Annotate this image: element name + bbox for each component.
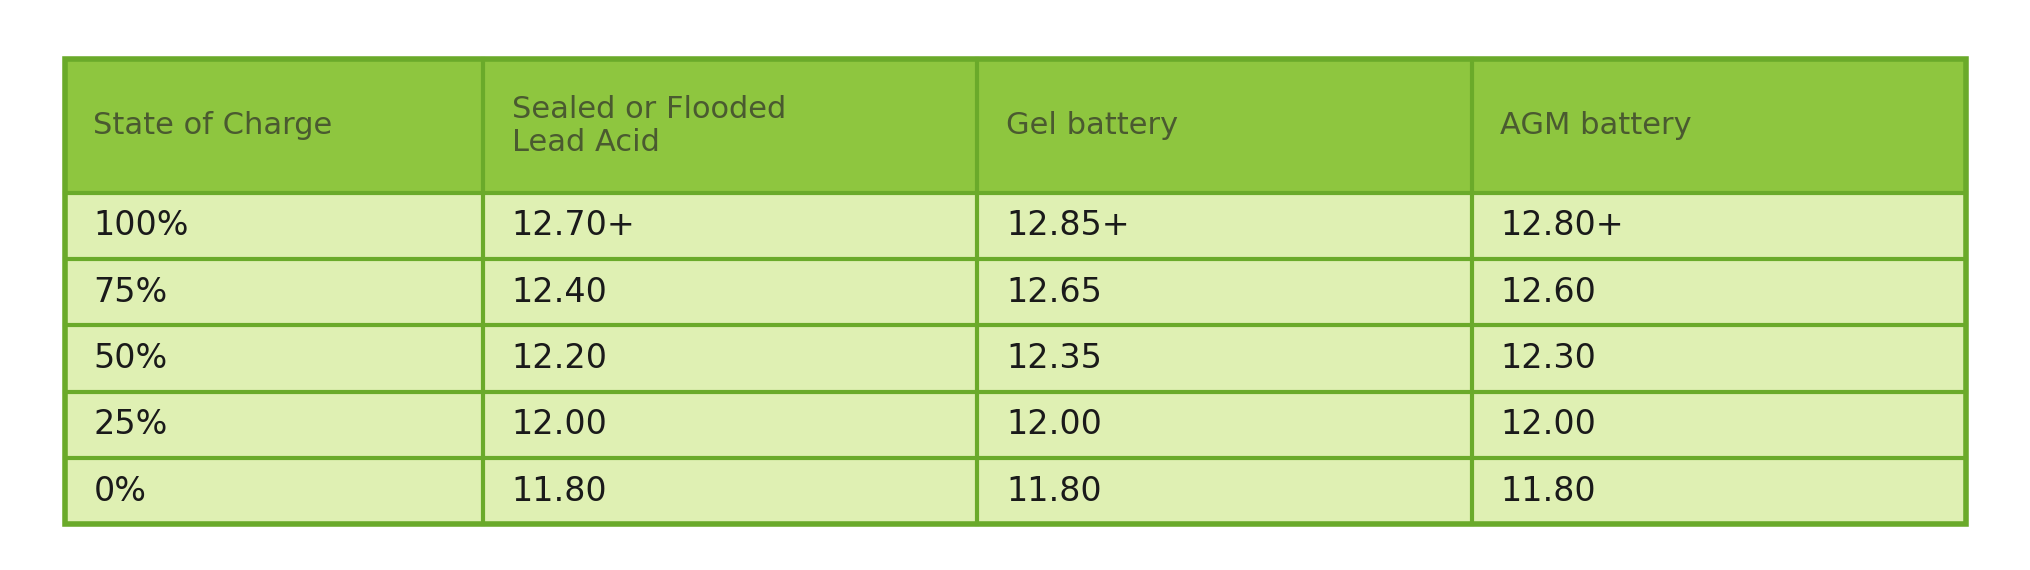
Bar xyxy=(65,458,483,524)
Text: 12.70+: 12.70+ xyxy=(512,209,635,242)
Bar xyxy=(1472,259,1965,325)
Text: 25%: 25% xyxy=(93,408,168,441)
Text: 12.65: 12.65 xyxy=(1005,276,1100,308)
Bar xyxy=(65,259,483,325)
Text: 50%: 50% xyxy=(93,342,168,375)
Bar xyxy=(483,325,976,392)
Text: 12.35: 12.35 xyxy=(1005,342,1100,375)
Text: AGM battery: AGM battery xyxy=(1500,112,1691,140)
Bar xyxy=(483,59,976,193)
Text: 11.80: 11.80 xyxy=(1500,475,1596,508)
Bar xyxy=(1472,59,1965,193)
Bar xyxy=(483,458,976,524)
Bar xyxy=(976,458,1472,524)
Text: 12.20: 12.20 xyxy=(512,342,607,375)
Text: 12.30: 12.30 xyxy=(1500,342,1596,375)
Bar xyxy=(1472,458,1965,524)
Text: Sealed or Flooded
Lead Acid: Sealed or Flooded Lead Acid xyxy=(512,95,786,157)
Bar xyxy=(1472,325,1965,392)
Text: 12.85+: 12.85+ xyxy=(1005,209,1129,242)
Bar xyxy=(483,392,976,458)
Text: 12.40: 12.40 xyxy=(512,276,607,308)
Bar xyxy=(976,325,1472,392)
Text: 12.00: 12.00 xyxy=(1005,408,1100,441)
Text: 12.60: 12.60 xyxy=(1500,276,1596,308)
Bar xyxy=(65,325,483,392)
Text: 100%: 100% xyxy=(93,209,189,242)
Bar xyxy=(483,259,976,325)
Text: 12.00: 12.00 xyxy=(512,408,607,441)
Text: 0%: 0% xyxy=(93,475,146,508)
Bar xyxy=(65,59,483,193)
Bar xyxy=(976,392,1472,458)
Bar xyxy=(483,193,976,259)
Bar xyxy=(1472,193,1965,259)
Text: 75%: 75% xyxy=(93,276,168,308)
Bar xyxy=(976,259,1472,325)
Bar xyxy=(976,193,1472,259)
Bar xyxy=(65,193,483,259)
Bar xyxy=(65,392,483,458)
Text: 12.80+: 12.80+ xyxy=(1500,209,1624,242)
Text: 11.80: 11.80 xyxy=(1005,475,1100,508)
Text: State of Charge: State of Charge xyxy=(93,112,333,140)
Text: 12.00: 12.00 xyxy=(1500,408,1596,441)
Text: Gel battery: Gel battery xyxy=(1005,112,1177,140)
Text: 11.80: 11.80 xyxy=(512,475,607,508)
Bar xyxy=(976,59,1472,193)
Bar xyxy=(65,59,1965,524)
Bar xyxy=(1472,392,1965,458)
